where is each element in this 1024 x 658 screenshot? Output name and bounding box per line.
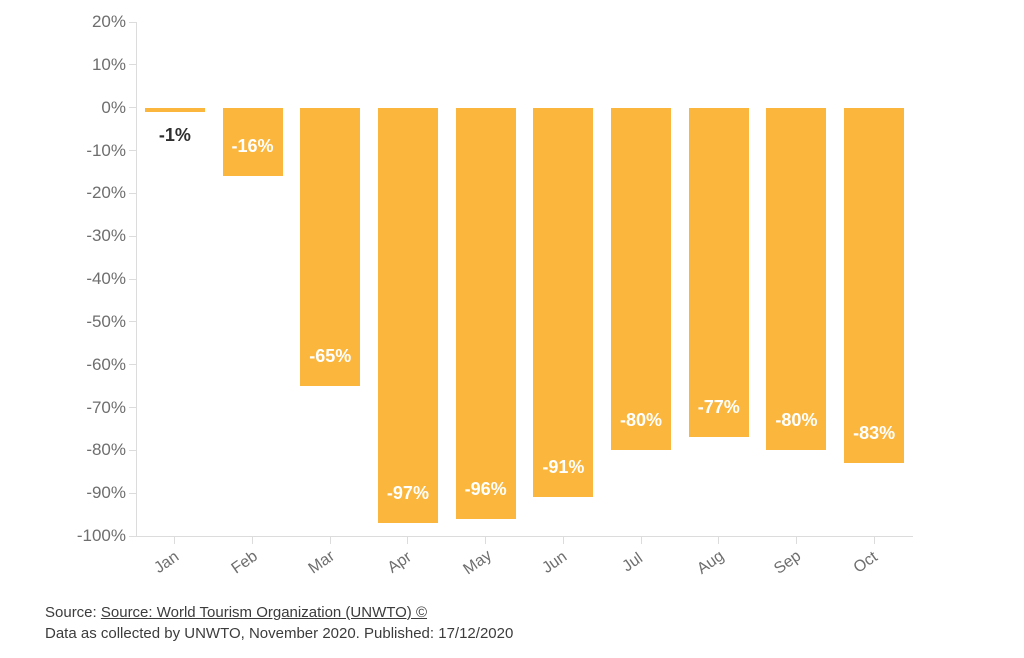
source-line-1: Source: Source: World Tourism Organizati… [45, 602, 513, 623]
bar-value-label-sep: -80% [775, 410, 818, 431]
bar-value-label-jun: -91% [542, 457, 585, 478]
y-tick-label: 0% [101, 97, 126, 117]
x-tick [329, 537, 331, 544]
bar-value-label-jul: -80% [620, 410, 663, 431]
source-line-2: Data as collected by UNWTO, November 202… [45, 625, 514, 642]
bar-may[interactable]: -96% [455, 107, 516, 519]
y-tick-label: -90% [86, 483, 126, 503]
y-tick [129, 535, 136, 537]
y-tick [129, 364, 136, 366]
x-tick-label-aug: Aug [693, 547, 727, 578]
y-tick [129, 64, 136, 66]
bar-oct[interactable]: -83% [844, 107, 905, 464]
y-tick-label: -50% [86, 311, 126, 331]
x-tick [795, 537, 797, 544]
y-tick-label: -30% [86, 226, 126, 246]
x-tick [718, 537, 720, 544]
bar-value-label-oct: -83% [853, 423, 896, 444]
y-tick [129, 235, 136, 237]
bar-jan[interactable]: -1% [144, 107, 205, 145]
x-tick-label-sep: Sep [771, 547, 805, 578]
bar-value-label-mar: -65% [309, 346, 352, 367]
x-tick [562, 537, 564, 544]
source-link[interactable]: Source: World Tourism Organization (UNWT… [100, 604, 428, 621]
y-tick [129, 150, 136, 151]
y-tick [129, 107, 136, 109]
bar-apr[interactable]: -97% [377, 107, 438, 524]
x-axis-line [136, 536, 913, 537]
bar-value-label-feb: -16% [231, 136, 274, 157]
y-tick-label: 20% [91, 12, 126, 31]
source-prefix: Source: [45, 604, 101, 621]
y-tick-label: -10% [86, 140, 126, 160]
bar-value-label-may: -96% [464, 478, 507, 499]
x-tick [873, 537, 875, 544]
x-tick [485, 537, 487, 544]
x-tick [174, 537, 176, 544]
x-tick-label-jan: Jan [151, 548, 182, 577]
bar-jun[interactable]: -91% [533, 107, 594, 498]
x-tick-label-may: May [460, 546, 495, 579]
bar-value-label-aug: -77% [697, 397, 740, 418]
y-tick-label: -60% [86, 354, 126, 374]
bar-value-label-jan: -1% [158, 124, 191, 145]
bar-mar[interactable]: -65% [300, 107, 361, 387]
y-tick-label: -100% [76, 526, 126, 545]
y-tick [129, 192, 136, 194]
bar-aug[interactable]: -77% [688, 107, 749, 438]
y-tick [129, 278, 136, 280]
y-tick-label: -80% [86, 440, 126, 460]
bar-feb[interactable]: -16% [222, 107, 283, 177]
y-tick-label: -20% [86, 183, 126, 203]
x-tick-label-mar: Mar [305, 547, 339, 578]
x-tick [252, 537, 254, 544]
bar-sep[interactable]: -80% [766, 107, 827, 451]
bar-chart: 20% 10% 0% -10% -20% -30% -40% -50% -60% -70% -80%… [76, 12, 913, 579]
source-note: Source: Source: World Tourism Organizati… [45, 602, 513, 644]
y-tick-label: 10% [91, 54, 126, 74]
x-tick-label-jul: Jul [619, 549, 647, 576]
x-tick-label-feb: Feb [228, 547, 261, 578]
y-axis-line [136, 22, 137, 536]
bar-value-label-apr: -97% [386, 483, 429, 504]
x-tick-label-jun: Jun [539, 548, 571, 577]
x-tick [407, 537, 409, 544]
y-tick-label: -40% [86, 269, 126, 288]
bar-jul[interactable]: -80% [611, 107, 672, 451]
y-tick [129, 407, 136, 408]
x-tick [640, 537, 642, 544]
x-tick-label-apr: Apr [384, 548, 415, 577]
y-tick [129, 449, 136, 451]
y-tick [129, 21, 136, 23]
y-tick-label: -70% [86, 397, 126, 417]
y-tick [129, 492, 136, 494]
x-tick-label-oct: Oct [850, 548, 881, 577]
y-tick [129, 321, 136, 323]
